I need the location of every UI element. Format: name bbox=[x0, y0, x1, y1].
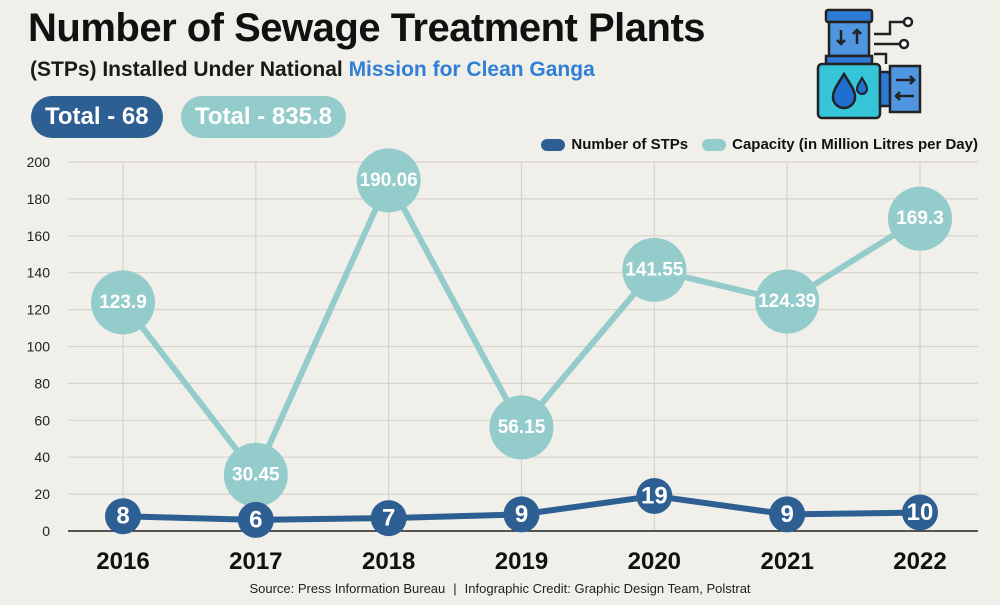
subtitle-prefix: (STPs) Installed Under National bbox=[30, 58, 349, 81]
total-stps-badge: Total - 68 bbox=[31, 96, 163, 138]
capacity-data-label: 56.15 bbox=[498, 417, 546, 438]
stps-data-label: 8 bbox=[116, 503, 129, 530]
y-tick-label: 180 bbox=[27, 191, 51, 207]
stps-point bbox=[636, 477, 673, 514]
stps-point bbox=[370, 500, 407, 537]
legend-item-stps: Number of STPs bbox=[541, 136, 688, 153]
y-tick-label: 160 bbox=[27, 228, 51, 244]
stps-data-label: 10 bbox=[907, 499, 934, 526]
x-tick-label: 2020 bbox=[628, 548, 681, 575]
footer-source: Source: Press Information Bureau bbox=[249, 581, 446, 596]
y-tick-label: 20 bbox=[34, 486, 50, 502]
capacity-data-label: 124.39 bbox=[758, 291, 816, 312]
stps-data-label: 7 bbox=[382, 505, 395, 532]
y-tick-label: 0 bbox=[42, 523, 50, 539]
y-tick-label: 200 bbox=[27, 154, 51, 170]
x-tick-label: 2018 bbox=[362, 548, 415, 575]
x-tick-label: 2019 bbox=[495, 548, 548, 575]
water-treatment-machine-icon bbox=[812, 8, 932, 124]
stps-data-label: 9 bbox=[780, 501, 793, 528]
capacity-point bbox=[755, 269, 820, 334]
footer-credit: Infographic Credit: Graphic Design Team,… bbox=[464, 581, 751, 596]
chart-title: Number of Sewage Treatment Plants bbox=[28, 6, 706, 50]
y-tick-label: 80 bbox=[34, 375, 50, 391]
x-tick-label: 2021 bbox=[760, 548, 813, 575]
legend-item-capacity: Capacity (in Million Litres per Day) bbox=[702, 136, 978, 153]
legend-swatch-capacity bbox=[702, 138, 727, 151]
capacity-data-label: 30.45 bbox=[232, 464, 280, 485]
capacity-point bbox=[356, 148, 421, 213]
y-tick-label: 120 bbox=[27, 302, 51, 318]
legend-label-stps: Number of STPs bbox=[571, 136, 689, 153]
chart-legend: Number of STPs Capacity (in Million Litr… bbox=[541, 136, 978, 153]
legend-label-capacity: Capacity (in Million Litres per Day) bbox=[732, 136, 978, 153]
capacity-point bbox=[489, 395, 554, 460]
stps-point bbox=[105, 498, 141, 535]
capacity-point bbox=[622, 237, 687, 302]
stps-point bbox=[237, 501, 274, 538]
capacity-data-label: 190.06 bbox=[360, 170, 418, 191]
stps-data-label: 19 bbox=[641, 482, 668, 509]
stps-point bbox=[769, 496, 806, 533]
stps-data-label: 6 bbox=[249, 506, 262, 533]
stps-point bbox=[503, 496, 540, 533]
y-tick-label: 100 bbox=[27, 339, 51, 355]
y-tick-label: 60 bbox=[34, 412, 50, 428]
stps-data-label: 9 bbox=[515, 501, 528, 528]
x-tick-label: 2016 bbox=[96, 548, 149, 575]
footer: Source: Press Information Bureau | Infogra… bbox=[0, 581, 1000, 596]
subtitle-highlight: Mission for Clean Ganga bbox=[348, 58, 595, 81]
capacity-data-label: 123.9 bbox=[99, 292, 147, 313]
capacity-point bbox=[91, 270, 155, 335]
y-tick-label: 140 bbox=[27, 265, 51, 281]
total-capacity-badge: Total - 835.8 bbox=[181, 96, 346, 138]
capacity-data-label: 169.3 bbox=[896, 208, 944, 229]
y-tick-label: 40 bbox=[34, 449, 50, 465]
stps-point bbox=[902, 494, 938, 531]
capacity-point bbox=[888, 186, 952, 251]
chart-subtitle: (STPs) Installed Under National Mission … bbox=[30, 58, 595, 82]
footer-separator: | bbox=[453, 581, 457, 596]
capacity-point bbox=[223, 442, 288, 507]
capacity-data-label: 141.55 bbox=[625, 259, 684, 280]
x-tick-label: 2017 bbox=[229, 548, 282, 575]
x-tick-label: 2022 bbox=[893, 548, 946, 575]
legend-swatch-stps bbox=[541, 138, 566, 151]
